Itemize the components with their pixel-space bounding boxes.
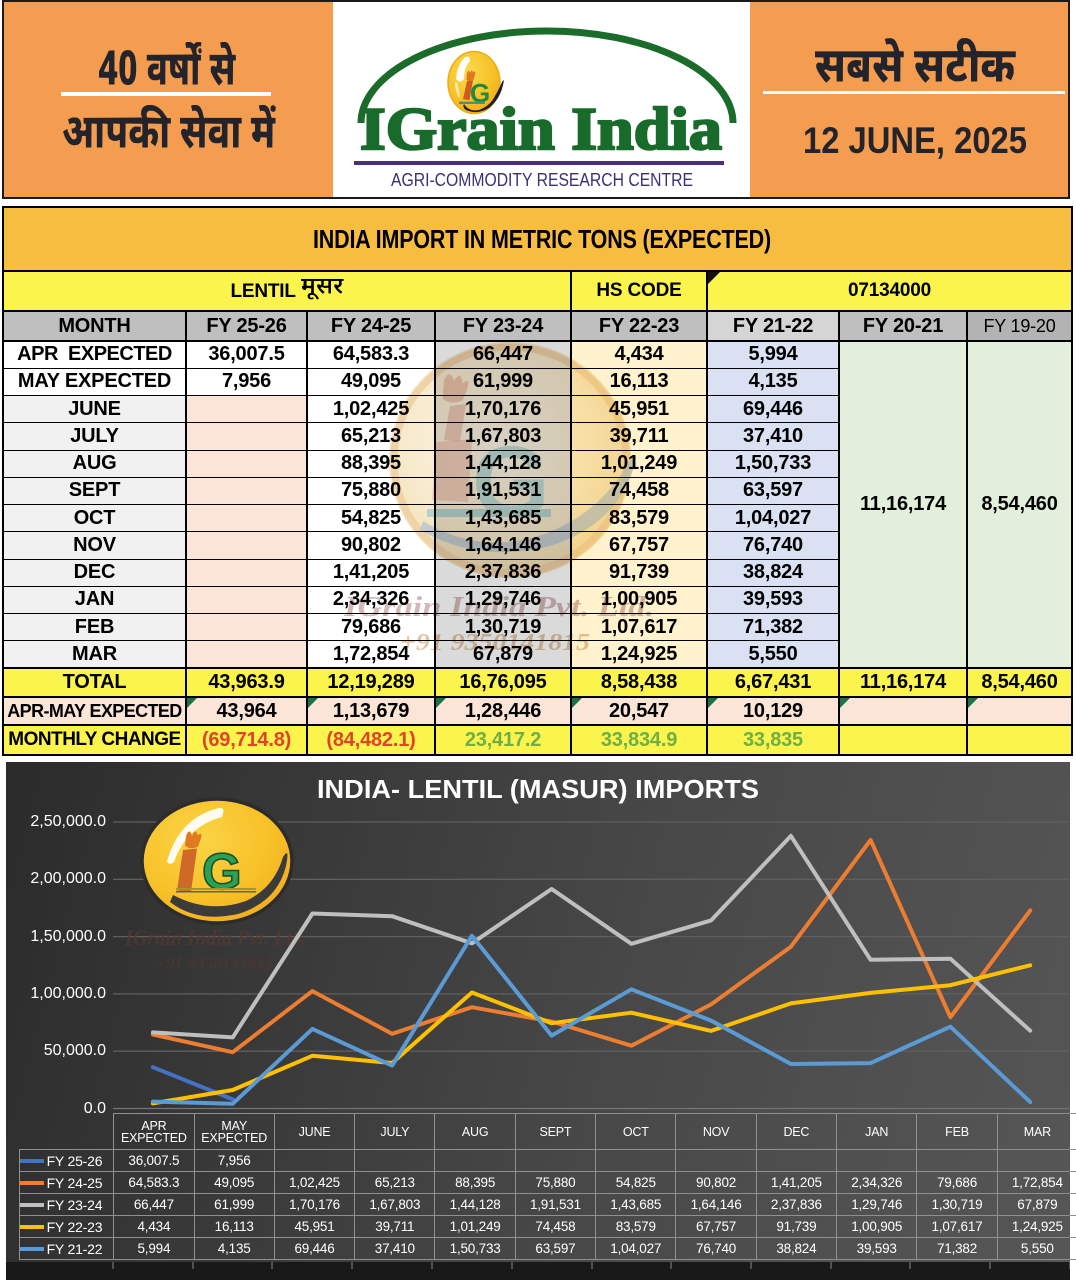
svg-text:IGrain India: IGrain India: [360, 96, 722, 162]
svg-text:+91 9350141815: +91 9350141815: [156, 954, 275, 973]
svg-text:INDIA- LENTIL (MASUR) IMPORTS: INDIA- LENTIL (MASUR) IMPORTS: [317, 774, 759, 804]
svg-text:AGRI-COMMODITY RESEARCH CENTRE: AGRI-COMMODITY RESEARCH CENTRE: [391, 170, 693, 190]
svg-text:INDIA IMPORT IN METRIC TONS (E: INDIA IMPORT IN METRIC TONS (EXPECTED): [313, 224, 771, 254]
svg-text:G: G: [470, 78, 490, 108]
svg-text:12 JUNE, 2025: 12 JUNE, 2025: [803, 120, 1027, 161]
svg-text:IGrain India Pvt. Ltd.: IGrain India Pvt. Ltd.: [124, 925, 307, 950]
